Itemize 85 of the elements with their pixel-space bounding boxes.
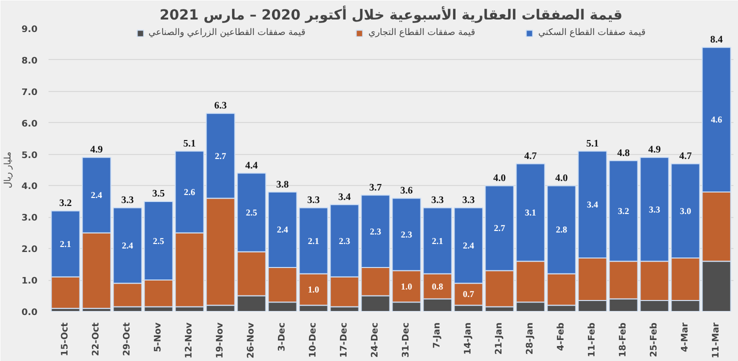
x-tick-label: 10-Dec [308,322,319,358]
data-label: 0.7 [462,289,475,300]
total-label: 3.6 [400,186,413,197]
x-tick-label: 14-Jan [463,322,474,355]
x-tick-label: 15-Oct [60,322,71,356]
x-tick-label: 28-Jan [525,322,536,355]
data-label: 2.4 [276,224,289,235]
legend-label: قيمة صفقات القطاع السكني [538,28,646,38]
legend-label: قيمة صفقات القطاعين الزراعي والصناعي [148,28,306,38]
x-tick-label: 11-Mar [711,322,722,358]
data-label: 3.3 [648,204,661,214]
y-tick-label: 8.0 [22,56,38,66]
x-tick-label: 4-Feb [556,322,566,351]
data-label: 2.1 [60,238,72,249]
data-label: 2.8 [556,224,568,235]
x-tick-label: 7-Jan [432,322,442,348]
x-tick-label: 17-Dec [340,322,350,358]
y-tick-label: 5.0 [22,150,38,161]
y-tick-label: 9.0 [22,25,38,35]
data-label: 2.5 [246,207,258,218]
total-label: 5.1 [183,138,196,150]
x-tick-label: 12-Nov [184,322,195,358]
data-label: 2.4 [122,240,134,250]
data-label: 2.1 [432,236,444,246]
x-tick-label: 21-Jan [494,322,504,355]
data-label: 1.0 [308,284,320,294]
x-tick-label: 29-Oct [122,322,133,356]
x-tick-label: 18-Feb [618,322,628,358]
data-label: 2.3 [338,236,351,246]
total-label: 4.8 [617,148,630,159]
x-tick-label: 25-Feb [649,322,660,358]
y-tick-label: 4.0 [22,182,38,192]
data-label: 0.8 [432,281,444,292]
x-tick-label: 3-Dec [278,322,288,352]
data-label: 2.7 [494,223,506,234]
data-label: 2.3 [400,229,413,240]
x-tick-label: 19-Nov [216,322,226,358]
total-label: 3.7 [369,182,382,194]
chart-title: قيمة الصفقات العقارية الأسبوعية خلال أكتوبر 2020 – مارس 2021 [160,6,622,24]
total-label: 8.4 [710,34,723,46]
y-tick-label: 7.0 [22,88,38,98]
y-tick-label: 2.0 [22,245,38,256]
total-label: 3.3 [307,195,320,206]
x-tick-label: 24-Dec [370,322,380,358]
total-label: 3.3 [121,195,134,206]
data-label: 2.7 [214,150,227,161]
total-label: 6.3 [214,100,227,112]
y-axis-title: مليار ريال [4,152,14,188]
data-label: 3.4 [586,200,599,210]
total-label: 4.0 [493,173,506,184]
total-label: 4.7 [524,150,537,162]
total-label: 3.4 [338,192,351,203]
total-label: 4.4 [245,160,258,172]
data-label: 2.4 [462,240,475,250]
data-label: 2.6 [184,187,196,198]
data-label: 2.5 [152,236,165,246]
x-tick-label: 26-Nov [246,322,257,358]
data-label: 3.2 [618,206,630,216]
x-tick-label: 11-Feb [587,322,598,358]
data-label: 2.4 [90,190,103,200]
y-tick-label: 0.0 [22,308,38,318]
data-label: 2.3 [370,226,382,236]
total-label: 4.7 [679,150,692,162]
data-label: 3.1 [524,207,537,218]
y-tick-label: 1.0 [22,276,38,287]
total-label: 5.1 [586,138,599,150]
total-label: 4.9 [90,144,103,156]
x-tick-label: 5-Nov [154,322,164,352]
data-label: 4.6 [710,114,723,125]
total-label: 3.2 [59,198,72,210]
x-tick-label: 31-Dec [402,322,412,358]
x-tick-label: 4-Mar [680,322,690,352]
total-label: 3.3 [462,195,475,206]
total-label: 3.8 [276,179,289,190]
total-label: 3.5 [152,188,165,200]
total-label: 4.0 [555,173,568,184]
total-label: 3.3 [431,195,444,206]
data-label: 2.1 [308,236,320,246]
total-label: 4.9 [648,144,661,156]
y-tick-label: 6.0 [22,119,38,130]
data-label: 1.0 [400,281,413,292]
y-tick-label: 3.0 [22,214,38,224]
data-label: 3.0 [680,206,692,216]
legend-label: قيمة صفقات القطاع التجاري [368,28,476,38]
x-tick-label: 22-Oct [92,322,102,356]
